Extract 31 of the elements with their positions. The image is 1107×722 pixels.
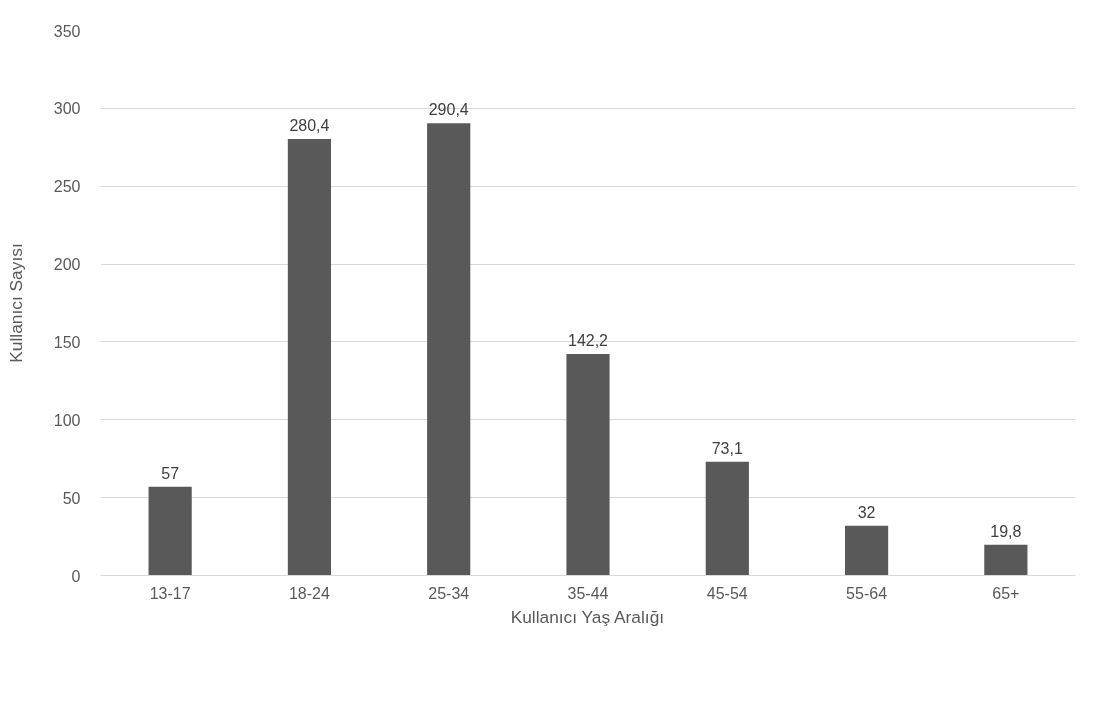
y-tick-label: 350: [53, 22, 81, 40]
bar: [566, 354, 610, 576]
x-tick-label: 65+: [992, 584, 1020, 602]
x-tick-label: 13-17: [149, 584, 191, 602]
y-tick-label: 150: [53, 333, 81, 351]
y-tick-label: 0: [71, 567, 81, 585]
bar: [705, 461, 749, 576]
data-label: 57: [161, 464, 180, 482]
bar: [148, 486, 192, 576]
x-tick-label: 25-34: [428, 584, 470, 602]
bar: [844, 525, 889, 576]
data-label: 280,4: [289, 116, 330, 134]
x-axis-title: Kullanıcı Yaş Aralığı: [510, 606, 665, 627]
y-tick-label: 250: [53, 178, 81, 196]
x-tick-label: 18-24: [288, 584, 330, 602]
y-tick-label: 50: [62, 489, 81, 507]
data-label: 73,1: [711, 439, 743, 457]
y-axis-title: Kullanıcı Sayısı: [5, 243, 26, 363]
data-label: 142,2: [567, 332, 609, 350]
bar: [984, 544, 1028, 576]
y-tick-label: 300: [53, 100, 81, 118]
y-tick-label: 100: [53, 411, 81, 429]
bar: [427, 123, 471, 576]
data-label: 19,8: [990, 522, 1022, 540]
x-tick-label: 55-64: [846, 584, 888, 602]
x-tick-label: 45-54: [706, 584, 748, 602]
bar: [287, 138, 332, 576]
data-label: 32: [857, 503, 876, 521]
x-tick-label: 35-44: [567, 584, 609, 602]
y-tick-label: 200: [53, 256, 81, 274]
data-label: 290,4: [428, 101, 469, 119]
